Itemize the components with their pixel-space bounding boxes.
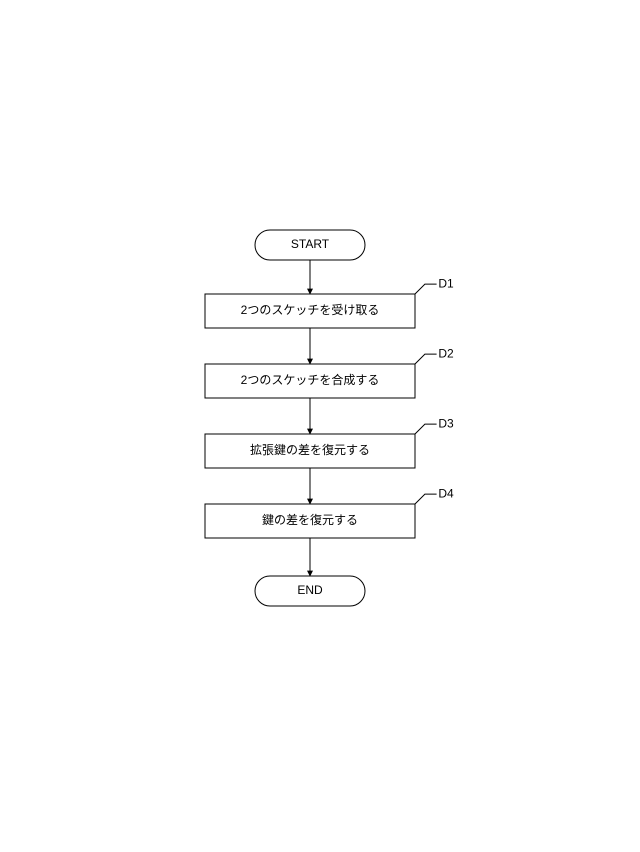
- process-d1: D1 2つのスケッチを受け取る: [205, 276, 454, 328]
- reference-leader: [415, 284, 437, 294]
- node-label: 拡張鍵の差を復元する: [250, 442, 370, 457]
- reference-label: D4: [438, 486, 454, 500]
- reference-label: D3: [438, 416, 454, 430]
- node-label: 鍵の差を復元する: [262, 512, 358, 527]
- terminal-end: END: [255, 576, 365, 606]
- flowchart-diagram: START D1 2つのスケッチを受け取る D2 2つのスケッチを合成する D3 拡張鍵の差…: [0, 0, 640, 852]
- reference-leader: [415, 494, 437, 504]
- reference-label: D1: [438, 276, 454, 290]
- process-d3: D3 拡張鍵の差を復元する: [205, 416, 454, 468]
- node-label: 2つのスケッチを合成する: [241, 372, 380, 387]
- node-label: START: [291, 237, 330, 251]
- process-d4: D4 鍵の差を復元する: [205, 486, 454, 538]
- process-d2: D2 2つのスケッチを合成する: [205, 346, 454, 398]
- node-label: END: [297, 583, 323, 597]
- terminal-start: START: [255, 230, 365, 260]
- reference-leader: [415, 354, 437, 364]
- reference-label: D2: [438, 346, 454, 360]
- node-label: 2つのスケッチを受け取る: [241, 303, 380, 317]
- reference-leader: [415, 424, 437, 434]
